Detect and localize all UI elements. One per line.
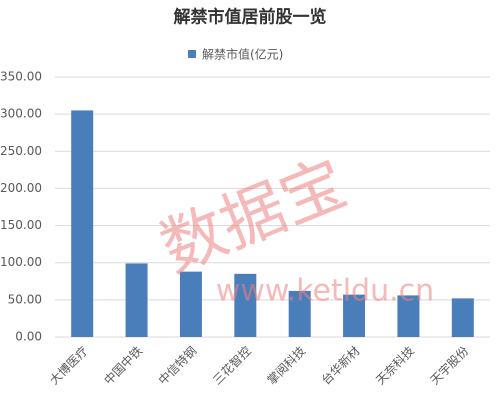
watermark: www.ketldu.cn [216,274,434,309]
bar [125,263,148,337]
bar [288,290,311,337]
x-tick-label: 中信特钢 [155,343,200,388]
watermark: 数据宝 [151,147,357,288]
bar [397,295,420,337]
y-tick-label: 100.00 [0,255,42,269]
y-tick-label: 300.00 [0,107,42,121]
legend-label: 解禁市值(亿元) [202,47,283,62]
legend-swatch [188,50,196,58]
y-tick-label: 50.00 [8,292,42,306]
bar [234,273,257,337]
bar [71,110,94,337]
chart-title: 解禁市值居前股一览 [174,7,327,28]
x-tick-label: 台华新材 [318,343,363,388]
y-tick-label: 350.00 [0,70,42,84]
x-tick-label: 中国中铁 [101,343,146,388]
bar [179,271,202,337]
x-tick-label: 三花智控 [209,343,254,388]
bar [451,298,474,337]
x-tick-label: 天奈科技 [373,344,417,388]
bar [343,294,366,337]
x-tick-label: 天宇股份 [428,344,472,388]
y-tick-label: 150.00 [0,218,42,232]
x-tick-label: 掌阅科技 [264,344,308,388]
y-tick-label: 200.00 [0,181,42,195]
x-tick-label: 大博医疗 [46,343,91,388]
y-tick-label: 0.00 [15,330,42,344]
y-tick-label: 250.00 [0,144,42,158]
